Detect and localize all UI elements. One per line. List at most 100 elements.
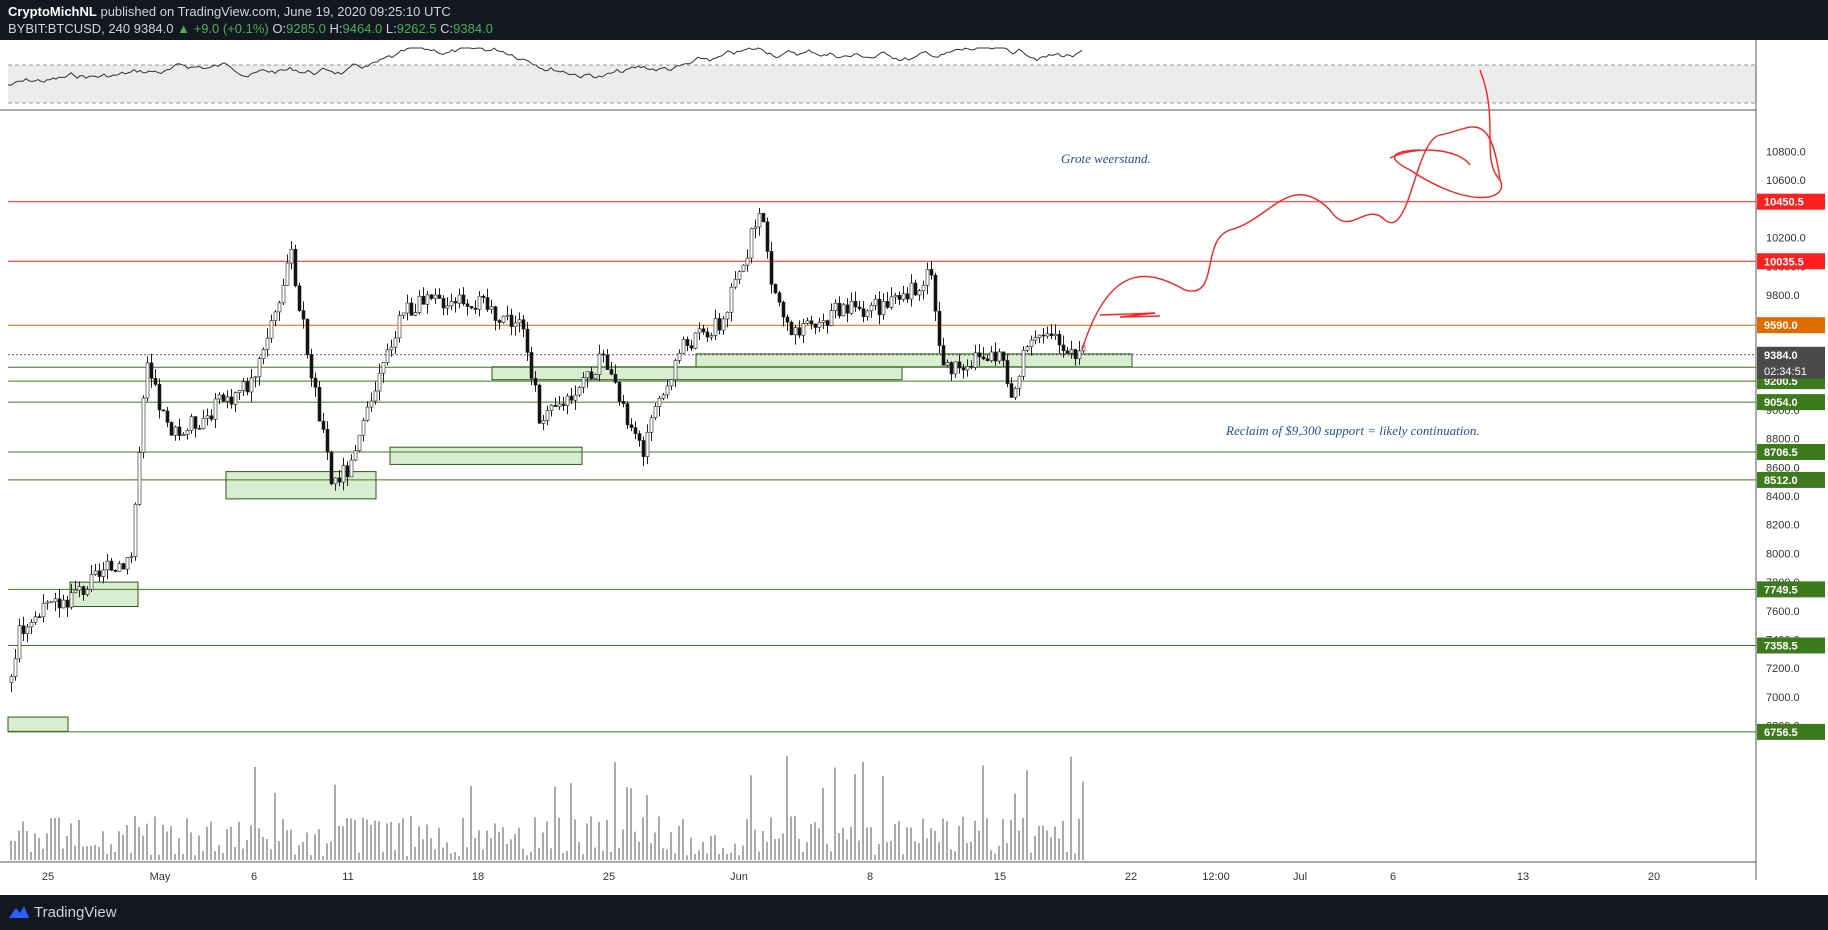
volume-bar	[14, 840, 16, 860]
candle-body	[909, 282, 914, 300]
volume-bar	[850, 826, 852, 860]
candle-body	[241, 381, 246, 391]
candle-body	[489, 306, 494, 310]
time-axis[interactable]: 25 May 6 11 18 25 Jun 8 15 22 12:00 Jul 6 13 20	[0, 861, 1756, 883]
volume-bar	[118, 831, 120, 860]
volume-bar	[1014, 793, 1016, 860]
support-zones	[7, 353, 1133, 732]
candle-body	[229, 396, 234, 405]
volume-bar	[426, 824, 428, 860]
price-axis[interactable]: 10800.010600.010200.010000.09800.09600.0…	[1755, 40, 1828, 880]
candle-body	[1061, 344, 1066, 352]
volume-bar	[746, 819, 748, 860]
volume-bar	[142, 835, 144, 860]
price-tick-label: 10200.0	[1766, 233, 1806, 245]
volume-bar	[618, 847, 620, 860]
volume-bar	[366, 819, 368, 860]
candle-body	[861, 308, 866, 317]
annotation-resistance: Grote weerstand.	[1061, 151, 1151, 166]
volume-bar	[998, 845, 1000, 860]
candle-body	[757, 213, 762, 228]
volume-bar	[406, 855, 408, 860]
tradingview-brand[interactable]: TradingView	[34, 904, 117, 921]
candle-body	[69, 592, 74, 608]
candle-body	[905, 293, 910, 300]
candle-body	[173, 426, 178, 436]
volume-bar	[770, 817, 772, 860]
level-badge	[1757, 723, 1825, 740]
candle-body	[589, 371, 594, 379]
candle-body	[833, 302, 838, 311]
candle-body	[845, 304, 850, 314]
volume-bar	[402, 818, 404, 860]
volume-bar	[266, 838, 268, 860]
candle-body	[989, 351, 994, 361]
volume-bar	[674, 853, 676, 860]
price-tick-label: 8800.0	[1766, 434, 1800, 446]
volume-bar	[1050, 837, 1052, 860]
tradingview-logo-icon[interactable]	[8, 904, 30, 920]
price-chart[interactable]: 80.0040.00 10800.010600.010200.010000.09…	[0, 40, 1828, 895]
volume-bar	[614, 762, 616, 860]
candle-body	[585, 371, 590, 378]
level-badge	[1757, 253, 1825, 270]
candle-body	[825, 320, 830, 326]
volume-bar	[542, 832, 544, 860]
candle-body	[441, 298, 446, 309]
candle-body	[433, 294, 438, 299]
volume-bar	[194, 855, 196, 860]
volume-bar	[754, 829, 756, 860]
volume-bar	[1034, 835, 1036, 860]
volume-bar	[682, 819, 684, 860]
level-badge-label: 10450.5	[1764, 197, 1804, 209]
author-name[interactable]: CryptoMichNL	[8, 4, 97, 19]
candle-body	[953, 361, 958, 375]
candle-body	[389, 346, 394, 351]
candle-body	[137, 452, 142, 505]
volume-bar	[786, 756, 788, 860]
rsi-band	[8, 65, 1756, 103]
level-badge	[1757, 394, 1825, 411]
volume-bar	[50, 818, 52, 860]
candle-body	[133, 504, 138, 557]
volume-bar	[810, 823, 812, 860]
candle-body	[129, 556, 134, 558]
volume-bar	[950, 849, 952, 860]
volume-bar	[834, 767, 836, 860]
candle-body	[1049, 333, 1054, 336]
volume-bar	[490, 838, 492, 860]
candle-body	[209, 415, 214, 420]
volume-bar	[386, 823, 388, 860]
volume-bar	[758, 851, 760, 860]
candle-body	[889, 296, 894, 308]
volume-bar	[438, 827, 440, 860]
candle-body	[769, 251, 774, 285]
candle-body	[813, 323, 818, 328]
volume-bar	[1062, 820, 1064, 860]
candle-body	[205, 415, 210, 419]
volume-bar	[182, 853, 184, 860]
candle-body	[453, 301, 458, 304]
candle-body	[621, 401, 626, 404]
candle-body	[381, 362, 386, 374]
candle-body	[373, 390, 378, 402]
candle-body	[1013, 387, 1018, 398]
annotation-support: Reclaim of $9,300 support = likely conti…	[1225, 423, 1480, 438]
candle-body	[809, 320, 814, 325]
candle-body	[753, 226, 758, 229]
candle-body	[645, 432, 650, 457]
candle-body	[321, 420, 326, 430]
candle-body	[497, 320, 502, 323]
candle-body	[517, 319, 522, 324]
volume-bar	[974, 820, 976, 860]
chart-header: CryptoMichNL published on TradingView.co…	[0, 0, 1828, 40]
time-tick-label: 22	[1125, 871, 1137, 883]
volume-bar	[1022, 817, 1024, 860]
symbol-label[interactable]: BYBIT:BTCUSD, 240	[8, 21, 131, 36]
candle-body	[681, 339, 686, 354]
candle-body	[573, 394, 578, 401]
candle-body	[577, 387, 582, 396]
volume-bar	[734, 843, 736, 860]
candle-body	[509, 314, 514, 327]
candle-body	[1065, 350, 1070, 354]
